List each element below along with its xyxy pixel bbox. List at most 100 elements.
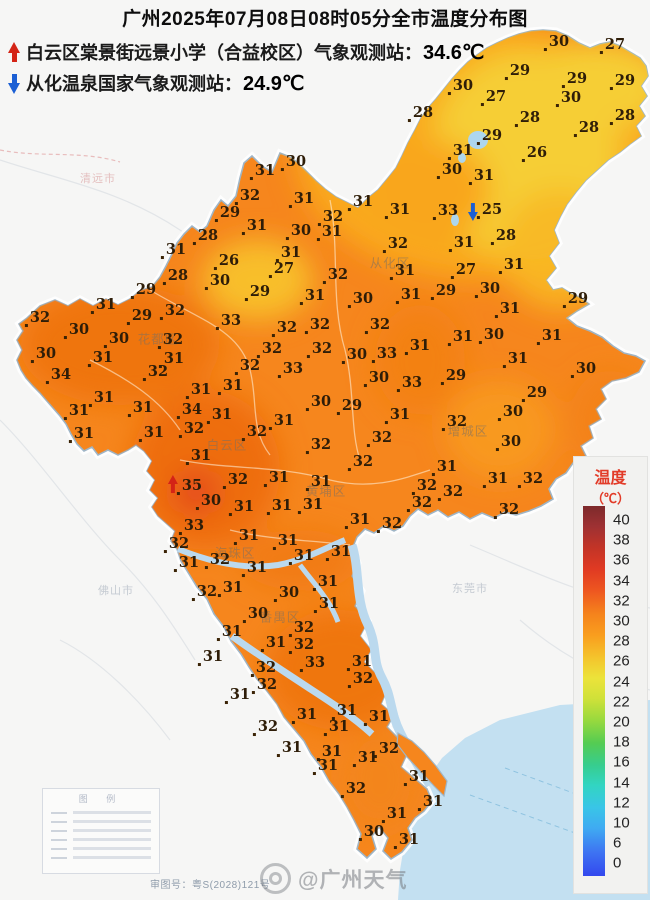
station-temp-label: 31	[384, 203, 410, 219]
max-temp-value: 34.6℃	[423, 41, 485, 64]
station-temp-label: 32	[241, 425, 267, 441]
station-temp-label: 28	[162, 269, 188, 285]
map-key-row	[51, 820, 151, 823]
station-temp-label: 30	[242, 607, 268, 623]
map-key-row	[51, 856, 151, 859]
max-temp-line: 白云区棠景街远景小学（合益校区）气象观测站： 34.6℃	[8, 39, 484, 65]
station-temp-label: 29	[562, 292, 588, 308]
station-temp-label: 28	[514, 111, 540, 127]
station-temp-label: 31	[90, 298, 116, 314]
station-temp-label: 31	[363, 710, 389, 726]
station-temp-label: 32	[178, 422, 204, 438]
station-temp-label: 32	[517, 472, 543, 488]
legend-tick: 38	[613, 531, 630, 549]
province-boundary-dashed	[0, 149, 121, 163]
legend-tick: 40	[613, 511, 630, 529]
map-key-row	[51, 847, 151, 850]
station-temp-label: 31	[297, 498, 323, 514]
station-temp-label: 29	[336, 399, 362, 415]
station-temp-label: 35	[167, 475, 202, 495]
map-license-number: 审图号：粤S(2028)121号	[150, 880, 271, 891]
station-temp-label: 33	[178, 519, 204, 535]
station-temp-label: 31	[305, 475, 331, 491]
station-temp-label: 31	[197, 650, 223, 666]
station-temp-label: 30	[204, 274, 230, 290]
district-label: 海珠区	[214, 546, 256, 561]
legend-tick: 14	[613, 774, 630, 792]
station-temp-label: 32	[304, 318, 330, 334]
station-temp-label: 31	[502, 352, 528, 368]
station-temp-label: 31	[494, 302, 520, 318]
station-temp-label: 30	[474, 282, 500, 298]
station-temp-label: 32	[347, 455, 373, 471]
station-temp-label: 28	[490, 229, 516, 245]
weibo-camera-icon	[260, 863, 291, 894]
station-temp-label: 31	[393, 833, 419, 849]
station-temp-label: 31	[249, 164, 275, 180]
station-temp-label: 32	[347, 672, 373, 688]
station-temp-label: 31	[63, 404, 89, 420]
station-temp-label: 30	[495, 435, 521, 451]
station-temp-label: 32	[157, 333, 183, 349]
map-key-row	[51, 838, 151, 841]
station-temp-label: 31	[87, 351, 113, 367]
station-temp-label: 30	[305, 395, 331, 411]
sea-route-dashes	[469, 767, 626, 834]
station-temp-label: 32	[288, 621, 314, 637]
station-temp-label: 31	[447, 330, 473, 346]
station-temp-label: 25	[467, 203, 502, 222]
station-temp-label: 31	[241, 561, 267, 577]
station-temp-label: 27	[450, 263, 476, 279]
station-temp-label: 31	[316, 225, 342, 241]
down-arrow-icon	[8, 73, 21, 94]
legend-tick: 26	[613, 652, 630, 670]
station-temp-label: 32	[234, 359, 260, 375]
legend-tick: 34	[613, 572, 630, 590]
station-temp-label: 33	[299, 656, 325, 672]
station-temp-label: 31	[291, 708, 317, 724]
station-temp-label: 31	[381, 807, 407, 823]
station-temp-label: 29	[504, 64, 530, 80]
district-label: 花都区	[137, 332, 179, 347]
station-temp-label: 31	[241, 219, 267, 235]
station-temp-label: 31	[316, 745, 342, 761]
station-temp-label: 32	[376, 517, 402, 533]
station-temp-label: 28	[192, 229, 218, 245]
station-temp-label: 29	[476, 129, 502, 145]
legend-tick: 18	[613, 733, 630, 751]
page-title: 广州2025年07月08日08时05分全市温度分布图	[122, 9, 528, 30]
station-temp-label: 32	[437, 485, 463, 501]
station-temp-label: 34	[176, 403, 202, 419]
legend-tick: 0	[613, 854, 622, 872]
station-temp-label: 31	[498, 258, 524, 274]
station-temp-label: 32	[256, 342, 282, 358]
station-temp-label: 29	[214, 206, 240, 222]
station-temp-label: 32	[364, 318, 390, 334]
station-temp-label: 28	[609, 109, 635, 125]
station-temp-label: 31	[352, 751, 378, 767]
station-temp-label: 32	[191, 585, 217, 601]
station-temp-label: 31	[417, 795, 443, 811]
station-temp-label: 32	[366, 431, 392, 447]
station-temp-label: 28	[573, 121, 599, 137]
station-temp-label: 31	[395, 288, 421, 304]
watermark-text: @广州天气	[298, 868, 408, 892]
station-temp-label: 30	[103, 332, 129, 348]
station-temp-label: 32	[251, 678, 277, 694]
station-temp-label: 32	[373, 742, 399, 758]
station-temp-label: 31	[346, 655, 372, 671]
station-temp-label: 31	[185, 383, 211, 399]
min-temp-value: 24.9℃	[243, 72, 305, 95]
station-temp-label: 33	[396, 376, 422, 392]
station-temp-label: 31	[185, 449, 211, 465]
station-temp-label: 31	[216, 625, 242, 641]
station-temp-label: 31	[288, 192, 314, 208]
station-temp-label: 31	[68, 427, 94, 443]
station-temp-label: 29	[561, 72, 587, 88]
station-temp-label: 30	[436, 163, 462, 179]
station-temp-label: 31	[138, 426, 164, 442]
station-temp-label: 32	[382, 237, 408, 253]
station-temp-label: 31	[160, 243, 186, 259]
legend-tick: 6	[613, 834, 622, 852]
